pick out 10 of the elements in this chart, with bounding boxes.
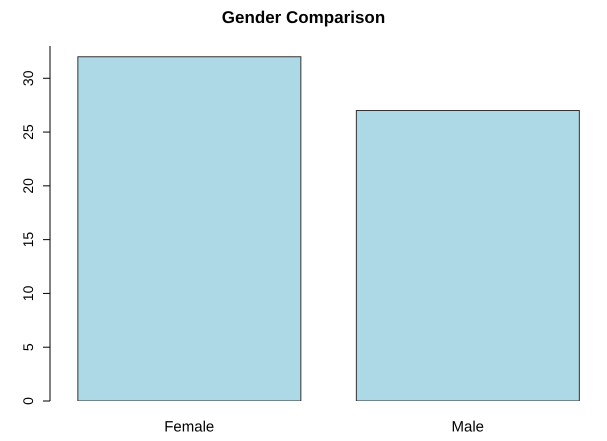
y-tick-label: 25 [20, 124, 36, 140]
y-tick-label: 10 [20, 285, 36, 302]
x-tick-label: Male [451, 418, 484, 436]
y-tick-label: 0 [20, 396, 36, 405]
y-tick-label: 30 [20, 70, 36, 86]
chart-title: Gender Comparison [220, 7, 386, 29]
y-tick-label: 15 [20, 232, 36, 248]
x-tick-label: Female [164, 418, 214, 436]
y-tick-label: 20 [20, 178, 36, 194]
y-tick-label: 5 [20, 343, 36, 352]
